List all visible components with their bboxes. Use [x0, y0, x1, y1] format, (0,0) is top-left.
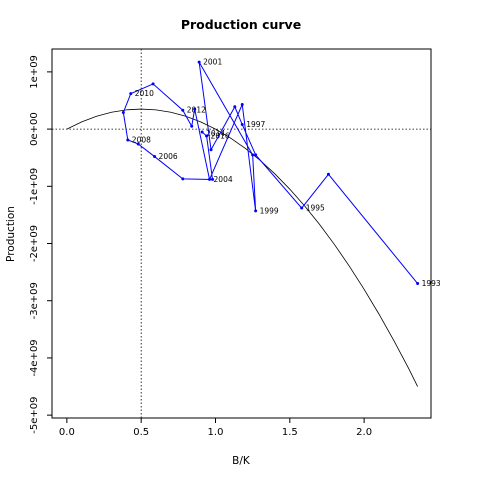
plot-frame [51, 48, 432, 419]
data-point [193, 107, 197, 111]
y-tick-label: -5e+09 [29, 397, 40, 434]
chart-title: Production curve [181, 17, 301, 32]
y-tick-label: -1e+09 [29, 168, 40, 205]
data-point [136, 142, 140, 146]
y-tick-label: 0e+00 [29, 112, 40, 146]
data-point [129, 92, 133, 96]
data-point [240, 102, 244, 106]
point-label: 2004 [214, 175, 233, 184]
data-point [208, 177, 212, 181]
x-tick-label: 0.5 [133, 427, 149, 438]
data-point [416, 282, 420, 286]
y-tick-label: -3e+09 [29, 282, 40, 319]
y-axis-title: Production [5, 206, 17, 262]
y-tick-label: -2e+09 [29, 225, 40, 262]
point-label: 2008 [132, 135, 151, 144]
data-point [197, 60, 201, 64]
data-point [209, 148, 213, 152]
point-label: 1999 [260, 206, 279, 215]
data-point [326, 172, 330, 176]
data-point [240, 123, 244, 127]
point-label: 1993 [422, 279, 441, 288]
plot-area: 0.0 0.5 1.0 1.5 2.0 -5e+09 -4e+09 -3e+09 -2e+09 -… [29, 48, 441, 438]
data-point [233, 105, 237, 109]
x-tick-label: 1.0 [208, 427, 224, 438]
data-point [200, 130, 204, 134]
data-point [126, 138, 130, 142]
point-label: 1995 [306, 204, 325, 213]
data-point [205, 134, 209, 138]
x-tick-label: 1.5 [282, 427, 298, 438]
data-point [181, 108, 185, 112]
point-label: 2001 [203, 58, 222, 67]
y-tick-label: -4e+09 [29, 339, 40, 376]
data-point [190, 124, 194, 128]
data-point [254, 209, 258, 213]
data-point [181, 177, 185, 181]
data-point [300, 206, 304, 210]
x-tick-label: 0.0 [59, 427, 75, 438]
data-point [254, 153, 258, 157]
data-point [151, 82, 155, 86]
observed-series-line [122, 61, 419, 284]
x-axis-title: B/K [232, 455, 251, 467]
y-tick-label: 1e+09 [29, 55, 40, 89]
data-point [251, 153, 255, 157]
data-point [211, 177, 215, 181]
production-curve-line [66, 108, 418, 387]
x-tick-label: 2.0 [356, 427, 372, 438]
point-label: 2012 [187, 106, 206, 115]
point-label: 2016 [211, 131, 230, 140]
data-point [153, 155, 157, 159]
data-point [121, 111, 125, 115]
point-label: 2010 [135, 89, 154, 98]
point-label: 2014 [206, 129, 225, 138]
point-label: 2006 [159, 152, 178, 161]
point-label: 1997 [246, 120, 265, 129]
